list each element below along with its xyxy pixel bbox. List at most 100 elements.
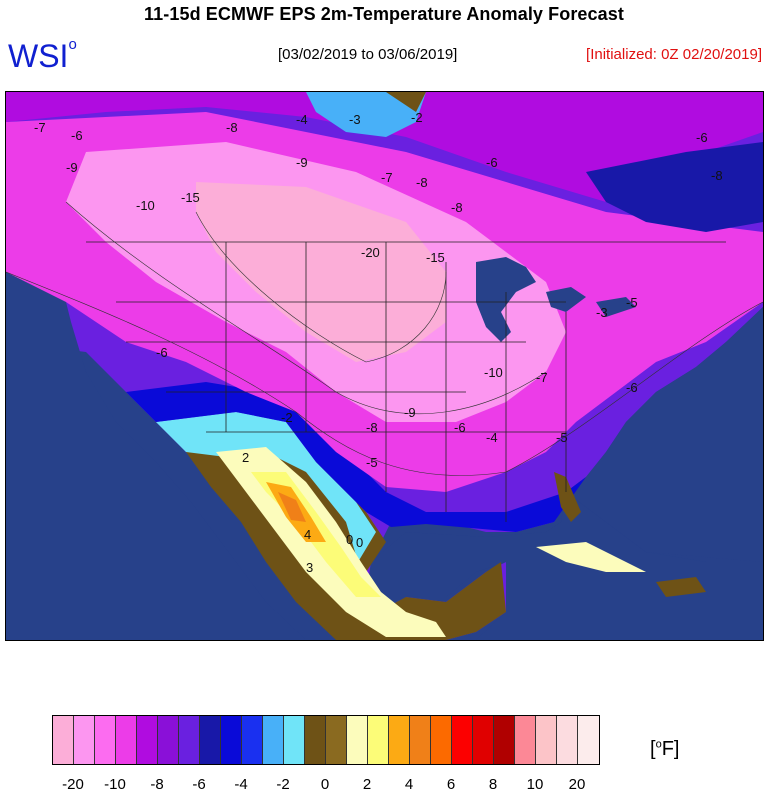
legend-swatch [431,716,452,764]
legend-swatch [347,716,368,764]
contour-label: -7 [34,120,46,135]
legend-swatch [473,716,494,764]
contour-label: 0 [346,532,353,547]
contour-label: -10 [136,198,155,213]
legend-swatch [410,716,431,764]
contour-label: -4 [296,112,308,127]
zone-north-brown [386,92,426,112]
zone-north-cyan [306,92,426,137]
state-borders [86,241,726,522]
contour-label: -9 [296,155,308,170]
legend-swatch [179,716,200,764]
contour-label: -6 [626,380,638,395]
legend-swatch [389,716,410,764]
contour-label-group: -7 -6 -4 -3 -2 -9 -8 -6 -10 -15 -20 -15 … [34,110,723,575]
contour-label: 2 [242,450,249,465]
contour-label: -10 [484,365,503,380]
legend-swatch [74,716,95,764]
legend-tick-label: 20 [568,776,586,793]
anomaly-map: -7 -6 -4 -3 -2 -9 -8 -6 -10 -15 -20 -15 … [5,91,764,641]
legend-swatch [221,716,242,764]
contour-label: -6 [486,155,498,170]
zone-violet [6,92,763,202]
legend-tick-label: 4 [404,776,414,793]
legend-tick-label: -8 [150,776,164,793]
legend-swatch [557,716,578,764]
unit-label: [oF] [650,738,679,761]
contour-label: 0 [356,535,363,550]
legend-swatch [452,716,473,764]
contour-label: 4 [304,527,311,542]
legend-tick-label: -6 [192,776,206,793]
cuba [536,542,646,572]
legend-swatch [284,716,305,764]
map-svg: -7 -6 -4 -3 -2 -9 -8 -6 -10 -15 -20 -15 … [6,92,763,640]
legend-tick-label: -4 [234,776,248,793]
legend-swatch [137,716,158,764]
contour-label: -5 [366,455,378,470]
contour-label: -8 [711,168,723,183]
legend-swatch [536,716,557,764]
legend-tick-label: 6 [446,776,456,793]
wsi-logo: WSIo [8,36,77,75]
contour-label: -8 [416,175,428,190]
contour-label: -6 [71,128,83,143]
gulf-of-mexico [366,492,763,640]
legend-swatch [326,716,347,764]
contour-label: -3 [596,305,608,320]
initialized-label: [Initialized: 0Z 02/20/2019] [586,46,762,63]
legend-swatch [305,716,326,764]
logo-text: WSI [8,38,69,74]
legend-swatch [53,716,74,764]
legend-swatch [578,716,599,764]
legend-tick-label: 2 [362,776,372,793]
legend-tick-label: -10 [104,776,126,793]
legend-swatch [263,716,284,764]
contour-label: -15 [426,250,445,265]
hispaniola [656,577,706,597]
contour-label: 3 [306,560,313,575]
legend-swatch [200,716,221,764]
unit-letter: F] [661,738,680,760]
legend-swatch [95,716,116,764]
contour-label: -9 [66,160,78,175]
zone-pink [196,182,446,362]
contour-label: -8 [226,120,238,135]
color-legend [52,715,600,765]
contour-label: -2 [411,110,423,125]
contour-label: -6 [696,130,708,145]
legend-swatch [515,716,536,764]
legend-swatch [368,716,389,764]
unit-degree: o [655,738,662,751]
legend-tick-label: -2 [276,776,290,793]
great-lakes [476,257,636,342]
contour-label: -4 [486,430,498,445]
legend-tick-label: -20 [62,776,84,793]
contour-label: -7 [381,170,393,185]
legend-swatch [242,716,263,764]
contour-label: -2 [281,410,293,425]
legend-swatch [116,716,137,764]
zone-blue [126,382,586,532]
contour-label: -7 [536,370,548,385]
legend-swatch [158,716,179,764]
zone-cyan [156,412,376,562]
date-range: [03/02/2019 to 03/06/2019] [278,46,458,63]
contour-label: -8 [451,200,463,215]
pacific-ocean [6,172,306,640]
contour-label: -5 [626,295,638,310]
unit-bracket: [ [650,738,656,760]
contour-label: -8 [366,420,378,435]
legend-swatch [494,716,515,764]
contour-label: -9 [404,405,416,420]
contour-label: -5 [556,430,568,445]
florida [554,472,581,522]
zone-dark-blue-ne [586,142,763,232]
contour-label: -6 [454,420,466,435]
legend-tick-label: 0 [320,776,330,793]
contour-label: -15 [181,190,200,205]
contour-label: -20 [361,245,380,260]
logo-mark: o [68,36,77,53]
contour-label: -6 [156,345,168,360]
atlantic-ocean [566,307,763,562]
